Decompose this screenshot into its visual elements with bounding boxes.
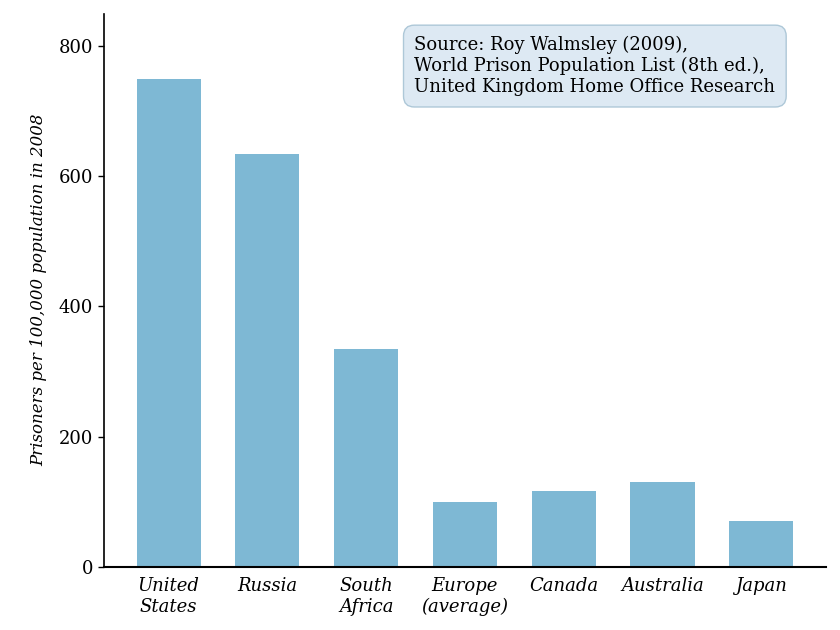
Y-axis label: Prisoners per 100,000 population in 2008: Prisoners per 100,000 population in 2008 bbox=[31, 114, 48, 466]
Bar bbox=[334, 349, 398, 566]
Bar bbox=[729, 521, 793, 566]
Bar bbox=[235, 154, 300, 566]
Bar bbox=[137, 79, 201, 566]
Bar bbox=[532, 491, 596, 566]
Bar bbox=[433, 501, 497, 566]
Text: Source: Roy Walmsley (2009),
World Prison Population List (8th ed.),
United King: Source: Roy Walmsley (2009), World Priso… bbox=[414, 36, 775, 96]
Bar bbox=[630, 482, 695, 566]
